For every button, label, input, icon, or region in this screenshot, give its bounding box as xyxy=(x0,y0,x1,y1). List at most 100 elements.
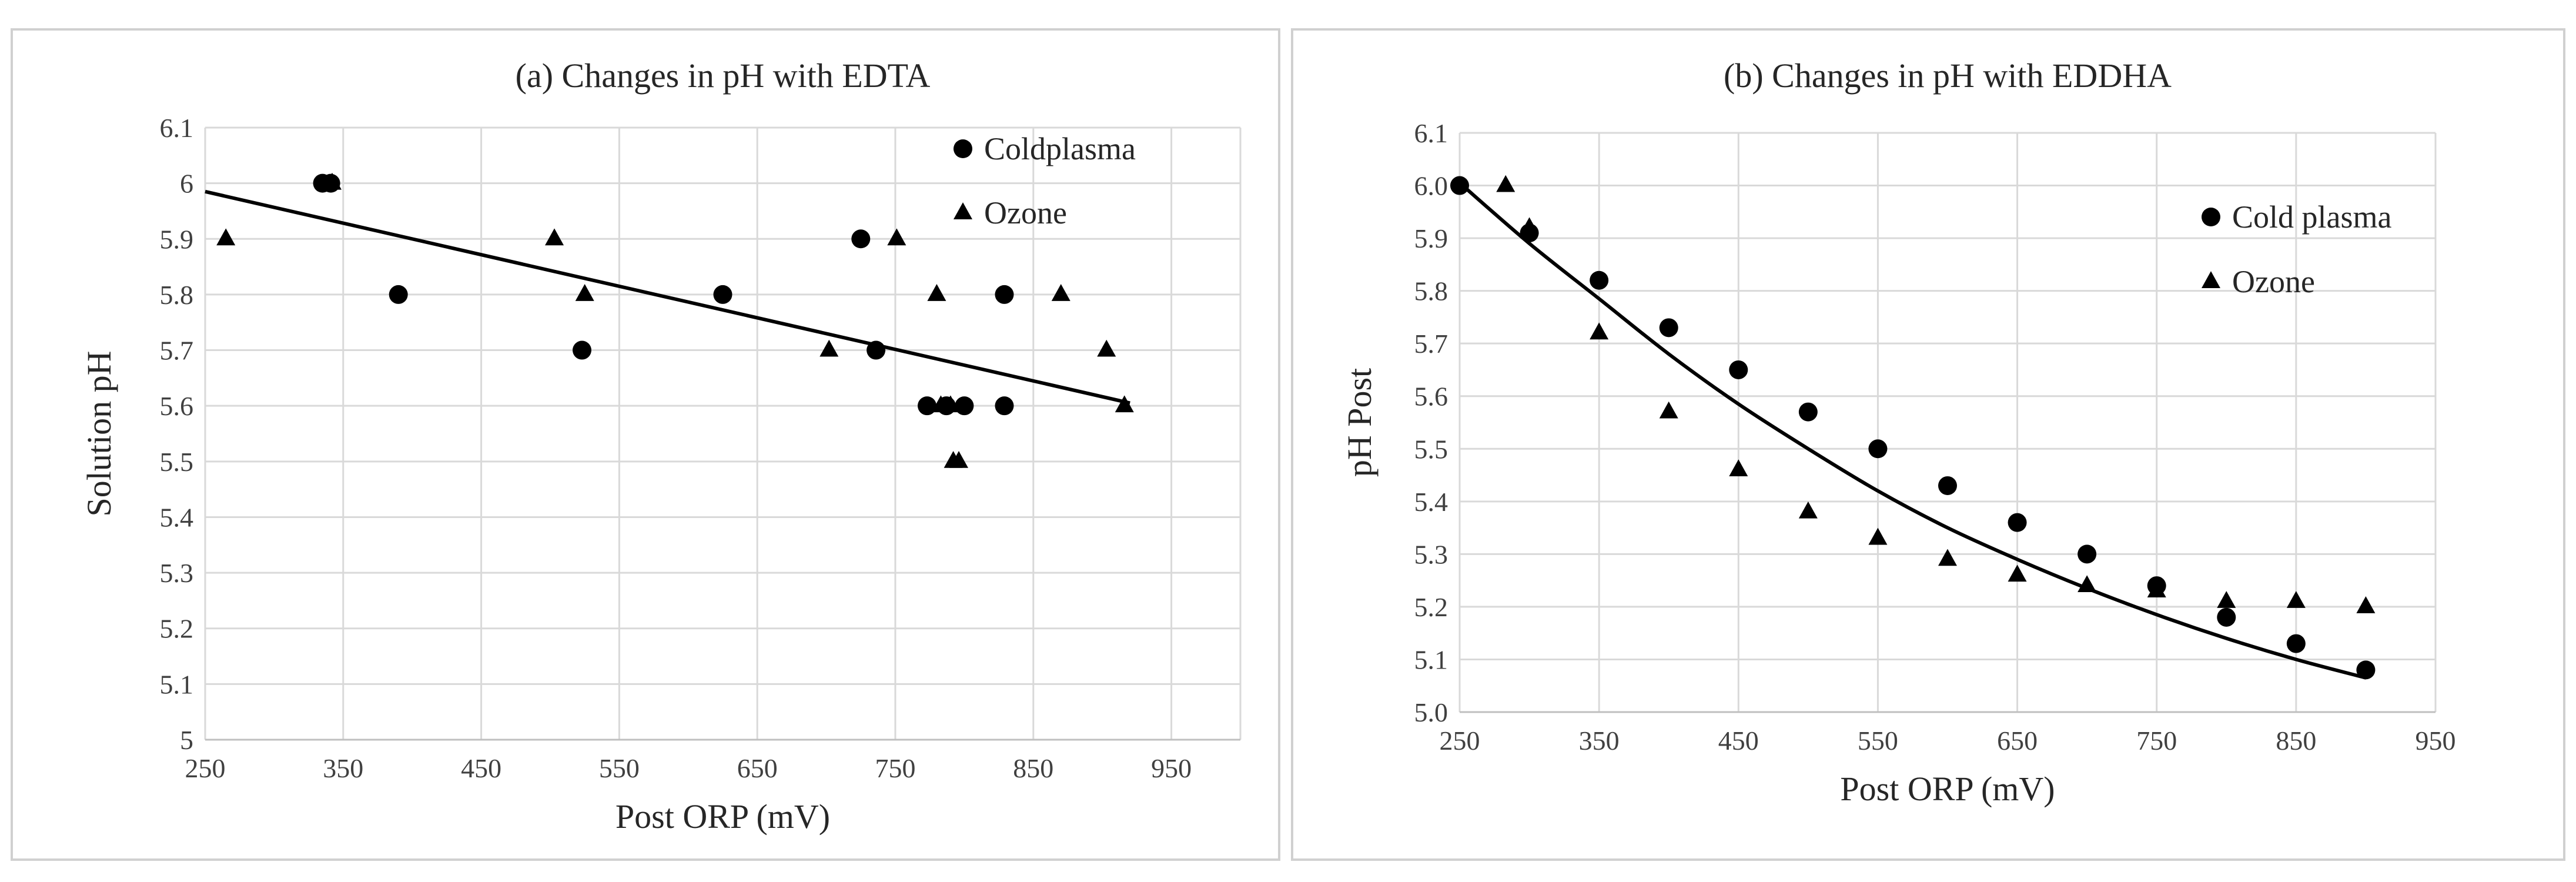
data-point-triangle xyxy=(1938,549,1957,566)
data-points xyxy=(216,172,1134,468)
data-point-circle xyxy=(713,285,732,304)
y-tick-label: 5 xyxy=(180,725,193,755)
chart-eddha: (b) Changes in pH with EDDHA 5.05.15.25.… xyxy=(1340,56,2456,808)
trendline xyxy=(1458,181,2367,680)
legend-label-series-2: Ozone xyxy=(2232,264,2315,299)
data-point-circle xyxy=(1938,476,1957,495)
y-tick-label: 5.9 xyxy=(1414,223,1448,253)
data-point-triangle xyxy=(323,172,342,190)
data-points xyxy=(1450,175,2376,680)
x-tick-label: 750 xyxy=(875,753,916,783)
x-tick-labels: 250 350 450 550 650 750 850 950 xyxy=(1440,726,2456,756)
data-point-triangle xyxy=(2217,591,2236,608)
data-point-triangle xyxy=(216,228,236,246)
data-point-circle xyxy=(573,340,592,360)
data-point-circle xyxy=(1798,402,1818,422)
data-point-triangle xyxy=(1097,339,1116,357)
x-tick-label: 650 xyxy=(1997,726,2038,756)
data-point-triangle xyxy=(949,450,969,468)
y-tick-label: 5.6 xyxy=(160,391,194,421)
y-tick-label: 5.2 xyxy=(160,614,194,644)
x-tick-labels: 250 350 450 550 650 750 850 950 xyxy=(185,753,1192,783)
legend-label-series-2: Ozone xyxy=(984,195,1067,230)
data-point-triangle xyxy=(1115,395,1134,413)
data-point-circle xyxy=(1590,270,1609,290)
y-tick-label: 5.3 xyxy=(1414,539,1448,569)
y-tick-label: 6.0 xyxy=(1414,171,1448,201)
chart-frame-edta xyxy=(11,28,1280,861)
data-point-circle xyxy=(995,396,1014,416)
y-tick-label: 5.8 xyxy=(160,280,194,310)
x-tick-label: 950 xyxy=(2416,726,2456,756)
y-tick-label: 5.4 xyxy=(160,502,194,532)
legend-label-series-1: Cold plasma xyxy=(2232,199,2392,235)
x-axis-label: Post ORP (mV) xyxy=(615,797,830,836)
x-tick-label: 550 xyxy=(599,753,640,783)
x-tick-label: 450 xyxy=(1718,726,1759,756)
y-tick-label: 5.8 xyxy=(1414,276,1448,306)
chart-panel-eddha: (b) Changes in pH with EDDHA 5.0 5.1 5.2 5.… xyxy=(1291,0,2576,882)
chart-panel-edta: (a) Changes in pH with EDTA 5 5.1 5.2 5.3 5.… xyxy=(11,28,1280,861)
y-tick-label: 5.6 xyxy=(1414,382,1448,412)
x-tick-label: 850 xyxy=(2276,726,2316,756)
data-point-circle xyxy=(851,229,871,249)
legend: Cold plasma Ozone xyxy=(2202,199,2392,299)
data-point-triangle xyxy=(2356,596,2376,613)
x-tick-label: 350 xyxy=(323,753,363,783)
y-tick-label: 5.2 xyxy=(1414,592,1448,622)
data-point-circle xyxy=(995,285,1014,304)
data-point-triangle xyxy=(545,228,564,246)
data-point-triangle xyxy=(2147,580,2166,597)
chart-title: (b) Changes in pH with EDDHA xyxy=(1724,56,2172,95)
y-tick-label: 5.0 xyxy=(1414,697,1448,727)
legend: Coldplasma Ozone xyxy=(954,131,1136,230)
x-tick-label: 250 xyxy=(185,753,226,783)
trendline xyxy=(205,189,1130,405)
y-tick-label: 6.1 xyxy=(160,113,194,143)
chart-frame-eddha xyxy=(1291,28,2565,861)
data-point-circle xyxy=(955,396,974,416)
data-point-triangle xyxy=(1051,284,1070,301)
y-tick-label: 5.5 xyxy=(160,447,194,477)
data-point-triangle xyxy=(1729,459,1748,477)
data-point-circle xyxy=(1729,360,1748,379)
legend-marker-circle xyxy=(2202,208,2220,226)
x-tick-label: 750 xyxy=(2136,726,2177,756)
y-tick-label: 6.1 xyxy=(1414,118,1448,148)
data-point-triangle xyxy=(887,228,906,246)
y-tick-label: 5.7 xyxy=(1414,329,1448,359)
data-point-circle xyxy=(2008,513,2027,532)
data-point-circle xyxy=(2217,607,2236,627)
y-tick-label: 5.7 xyxy=(160,336,194,366)
data-point-triangle xyxy=(2008,564,2027,582)
legend-marker-triangle xyxy=(954,202,972,219)
data-point-triangle xyxy=(819,339,839,357)
x-tick-label: 650 xyxy=(737,753,778,783)
data-point-circle xyxy=(918,396,937,416)
x-axis-label: Post ORP (mV) xyxy=(1840,770,2055,808)
data-point-triangle xyxy=(1659,401,1678,419)
data-point-triangle xyxy=(1798,501,1818,519)
chart-edta: (a) Changes in pH with EDTA 5 5.1 5.2 5.3 5.… xyxy=(80,56,1242,836)
y-tick-label: 6 xyxy=(180,169,193,199)
x-tick-label: 450 xyxy=(461,753,501,783)
data-point-circle xyxy=(2356,660,2376,680)
data-point-circle xyxy=(1450,176,1469,195)
data-point-triangle xyxy=(927,284,946,301)
x-tick-label: 550 xyxy=(1858,726,1898,756)
data-point-triangle xyxy=(1496,175,1516,192)
y-axis-label: pH Post xyxy=(1340,368,1379,477)
data-point-triangle xyxy=(1868,527,1888,545)
y-tick-label: 5.3 xyxy=(160,558,194,588)
data-point-triangle xyxy=(1520,217,1539,235)
data-point-triangle xyxy=(941,395,960,413)
legend-label-series-1: Coldplasma xyxy=(984,131,1136,166)
data-point-triangle xyxy=(1590,322,1609,340)
data-point-circle xyxy=(1659,318,1678,338)
x-tick-label: 250 xyxy=(1440,726,1480,756)
y-tick-label: 5.4 xyxy=(1414,487,1448,517)
data-point-circle xyxy=(2286,634,2306,653)
legend-marker-triangle xyxy=(2202,271,2220,288)
data-point-triangle xyxy=(575,284,594,301)
y-tick-labels: 5.0 5.1 5.2 5.3 5.4 5.5 5.6 5.7 5.8 5.9 6.0 6.1 xyxy=(1414,118,1448,727)
